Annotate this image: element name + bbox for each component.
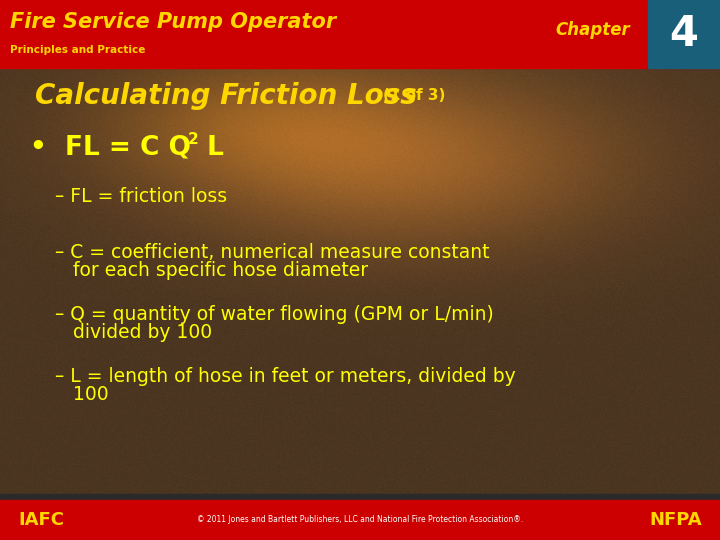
Text: 100: 100 — [55, 386, 109, 404]
Text: 4: 4 — [670, 13, 698, 55]
Bar — [648, 0, 720, 68]
Text: Calculating Friction Loss: Calculating Friction Loss — [35, 82, 417, 110]
Text: – L = length of hose in feet or meters, divided by: – L = length of hose in feet or meters, … — [55, 367, 516, 386]
Text: L: L — [198, 135, 224, 161]
Bar — [0, 494, 720, 500]
Text: Chapter: Chapter — [555, 21, 630, 39]
Text: – C = coefficient, numerical measure constant: – C = coefficient, numerical measure con… — [55, 242, 490, 261]
Text: •  FL = C Q: • FL = C Q — [30, 135, 191, 161]
Text: © 2011 Jones and Bartlett Publishers, LLC and National Fire Protection Associati: © 2011 Jones and Bartlett Publishers, LL… — [197, 516, 523, 524]
Text: NFPA: NFPA — [649, 511, 702, 529]
Bar — [0, 0, 720, 68]
Text: – FL = friction loss: – FL = friction loss — [55, 186, 227, 206]
Text: divided by 100: divided by 100 — [55, 323, 212, 342]
Text: IAFC: IAFC — [18, 511, 64, 529]
Text: Principles and Practice: Principles and Practice — [10, 45, 145, 55]
Bar — [0, 500, 720, 540]
Text: 2: 2 — [188, 132, 199, 147]
Text: (1 of 3): (1 of 3) — [383, 89, 446, 104]
Text: – Q = quantity of water flowing (GPM or L/min): – Q = quantity of water flowing (GPM or … — [55, 305, 494, 323]
Text: Fire Service Pump Operator: Fire Service Pump Operator — [10, 12, 336, 32]
Text: for each specific hose diameter: for each specific hose diameter — [55, 261, 368, 280]
